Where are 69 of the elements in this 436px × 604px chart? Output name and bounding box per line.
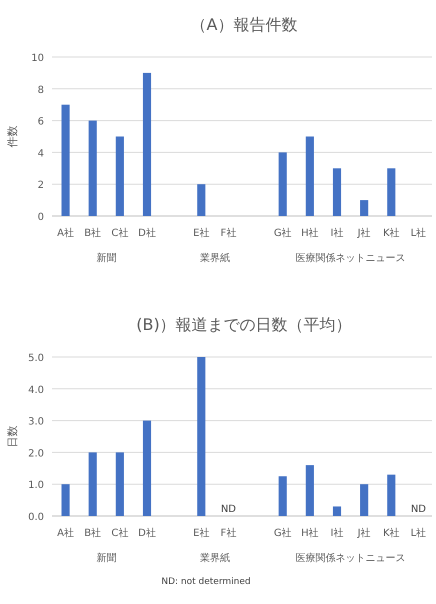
x-tick-label: J社 <box>356 227 371 239</box>
y-axis-title: 日数 <box>6 426 19 448</box>
x-tick-label: H社 <box>301 527 319 539</box>
bar <box>278 152 287 216</box>
bar <box>360 200 368 216</box>
text: 医療関係ネットニュース <box>296 252 406 264</box>
bar <box>387 168 396 216</box>
bar <box>62 104 70 216</box>
x-tick-label: E社 <box>193 527 210 539</box>
x-tick-label: H社 <box>301 227 319 239</box>
bar <box>62 484 70 516</box>
text: 業界紙 <box>200 252 230 264</box>
bar <box>88 120 97 216</box>
bar <box>197 357 206 516</box>
bar <box>332 168 342 216</box>
y-tick-label: 5.0 <box>28 353 44 364</box>
bar <box>278 476 287 516</box>
bar <box>360 484 368 516</box>
y-tick-label: 3.0 <box>28 416 44 428</box>
chart-title: (B)）報道までの日数（平均） <box>136 315 352 334</box>
text: ND: not determined <box>161 577 251 587</box>
x-tick-label: K社 <box>383 227 400 239</box>
bar <box>116 136 124 216</box>
y-tick-label: 4.0 <box>28 384 44 396</box>
x-tick-label: L社 <box>410 527 426 539</box>
x-tick-label: L社 <box>410 227 426 239</box>
y-tick-label: 2 <box>38 180 44 192</box>
x-tick-label: I社 <box>330 527 344 539</box>
bar <box>116 452 124 516</box>
text: ND <box>220 504 236 515</box>
text: 新聞 <box>96 552 116 564</box>
text: 医療関係ネットニュース <box>296 552 406 564</box>
y-tick-label: 0.0 <box>28 512 44 523</box>
bar <box>142 72 152 216</box>
text: ND <box>410 504 426 515</box>
y-axis-title: 件数 <box>6 126 19 148</box>
x-tick-label: J社 <box>356 527 371 539</box>
y-tick-label: 2.0 <box>28 448 44 460</box>
x-tick-label: A社 <box>57 227 74 239</box>
x-tick-label: E社 <box>193 227 210 239</box>
x-tick-label: G社 <box>274 227 292 239</box>
y-tick-label: 6 <box>38 116 44 128</box>
chart-title: （A）報告件数 <box>190 15 298 34</box>
x-tick-label: A社 <box>57 527 74 539</box>
x-tick-label: K社 <box>383 527 400 539</box>
text: 業界紙 <box>200 552 230 564</box>
bar <box>306 136 314 216</box>
y-tick-label: 8 <box>38 84 44 96</box>
x-tick-label: C社 <box>111 527 128 539</box>
bar <box>387 474 396 516</box>
y-tick-label: 0 <box>38 212 44 223</box>
bar <box>142 420 152 516</box>
x-tick-label: D社 <box>138 227 156 239</box>
bar <box>88 452 97 516</box>
x-tick-label: F社 <box>220 227 236 239</box>
bar <box>306 465 314 516</box>
x-tick-label: B社 <box>84 527 102 539</box>
x-tick-label: C社 <box>111 227 128 239</box>
x-tick-label: F社 <box>220 527 236 539</box>
y-tick-label: 1.0 <box>28 480 44 492</box>
y-tick-label: 4 <box>38 148 44 160</box>
x-tick-label: B社 <box>84 227 102 239</box>
y-tick-label: 10 <box>31 53 44 64</box>
text: 新聞 <box>96 252 116 264</box>
x-tick-label: I社 <box>330 227 344 239</box>
bar <box>197 184 206 216</box>
bar <box>332 506 342 516</box>
x-tick-label: D社 <box>138 527 156 539</box>
x-tick-label: G社 <box>274 527 292 539</box>
